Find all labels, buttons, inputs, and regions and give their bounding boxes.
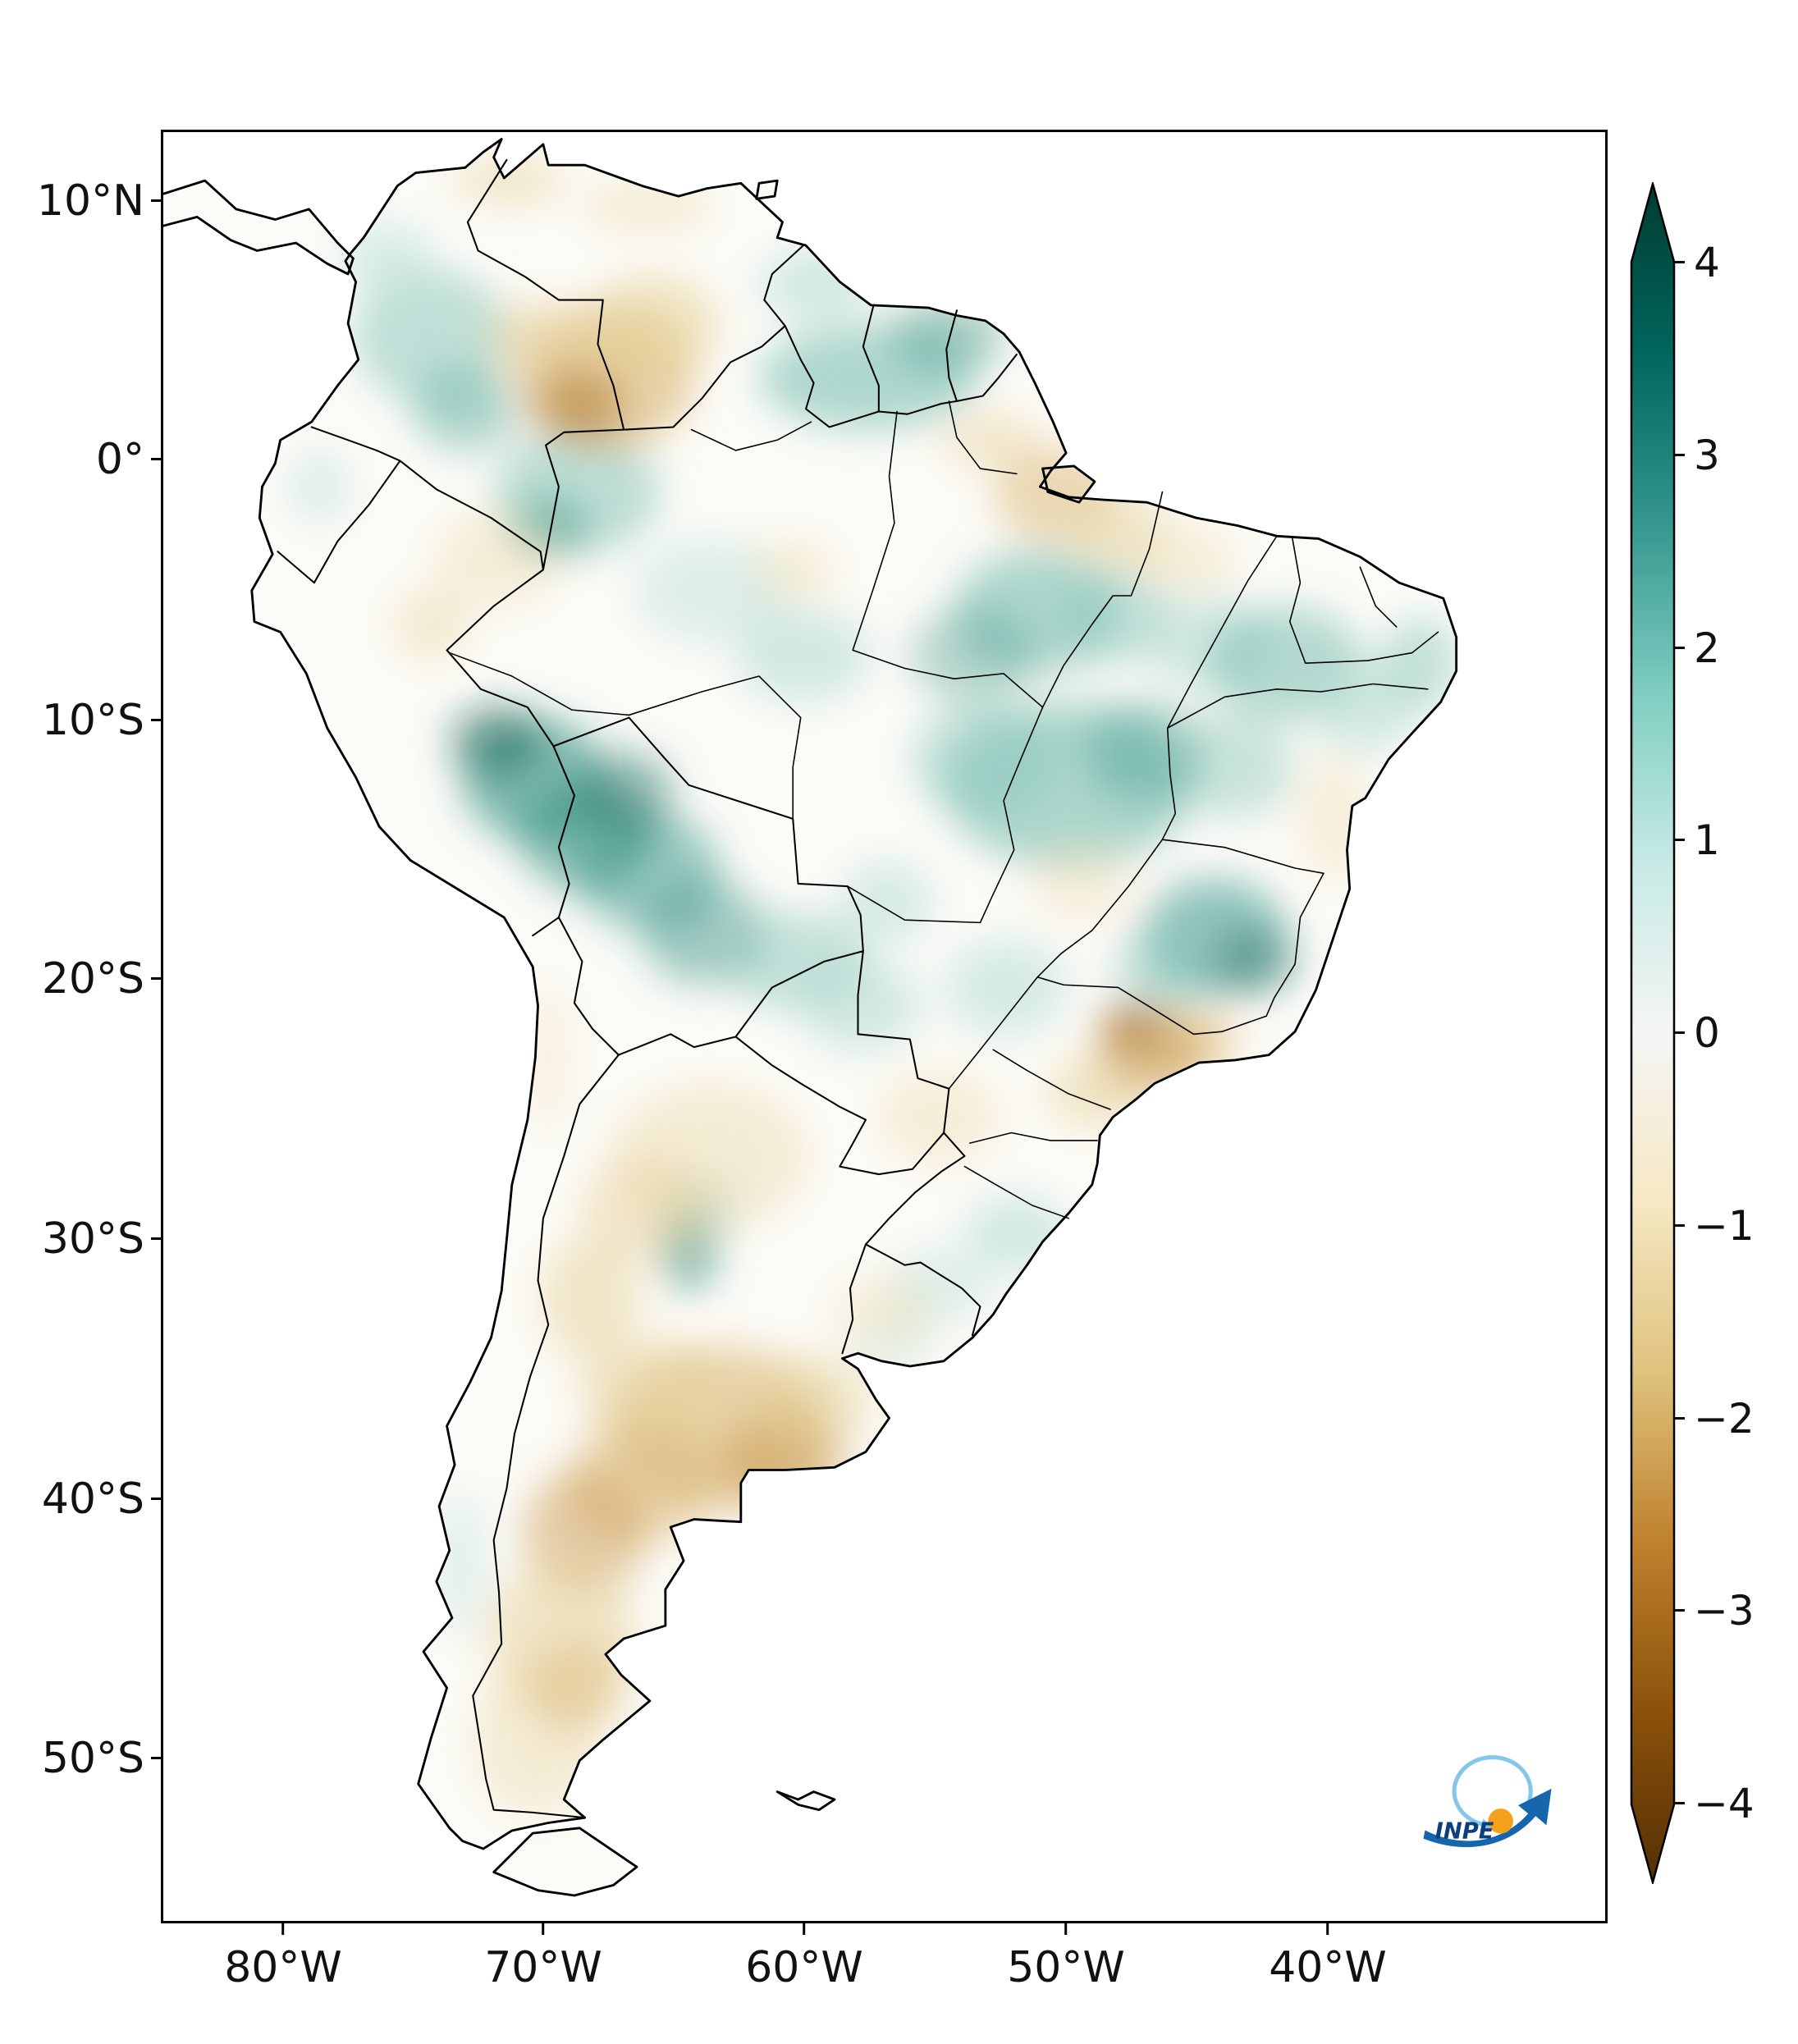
state-borders — [448, 400, 1439, 1219]
spei-field — [288, 157, 1457, 1816]
y-tick-label: 10°N — [36, 176, 164, 226]
y-tick-label: 0° — [95, 435, 164, 484]
y-tick-label: 40°S — [41, 1475, 164, 1524]
y-tick-label: 10°S — [41, 696, 164, 745]
colorbar-tick-label: −3 — [1673, 1587, 1755, 1635]
y-tick-label: 30°S — [41, 1214, 164, 1264]
logo-orange-sphere-icon — [1488, 1809, 1513, 1834]
y-tick-label: 50°S — [41, 1734, 164, 1783]
colorbar-tick-label: −4 — [1673, 1780, 1755, 1827]
x-tick-label: 70°W — [484, 1923, 602, 1992]
colorbar-tick-label: −1 — [1673, 1202, 1755, 1250]
colorbar-tick-label: 1 — [1673, 816, 1720, 864]
logo-text: INPE — [1435, 1819, 1494, 1845]
logo-swoosh-arrow-icon — [1423, 1788, 1552, 1848]
logo-orbit-arrowhead-icon — [1480, 1818, 1493, 1831]
y-tick-label: 20°S — [41, 954, 164, 1004]
x-tick-label: 50°W — [1007, 1923, 1125, 1992]
colorbar-tick-label: 3 — [1673, 432, 1720, 479]
colorbar-gradient-bar — [1630, 182, 1676, 1884]
logo-orbit-icon — [1452, 1755, 1533, 1827]
south-america-map — [163, 132, 1605, 1921]
x-tick-label: 80°W — [224, 1923, 342, 1992]
country-borders — [277, 158, 1018, 1819]
map-frame: INPE — [161, 130, 1608, 1923]
colorbar-tick-label: −2 — [1673, 1395, 1755, 1443]
colorbar-tick-label: 0 — [1673, 1009, 1720, 1057]
x-tick-label: 60°W — [745, 1923, 863, 1992]
colorbar-tick-label: 2 — [1673, 624, 1720, 672]
colorbar-tick-label: 4 — [1673, 239, 1720, 286]
colorbar — [1630, 182, 1676, 1884]
x-tick-label: 40°W — [1269, 1923, 1387, 1992]
inpe-logo: INPE — [1423, 1755, 1552, 1848]
